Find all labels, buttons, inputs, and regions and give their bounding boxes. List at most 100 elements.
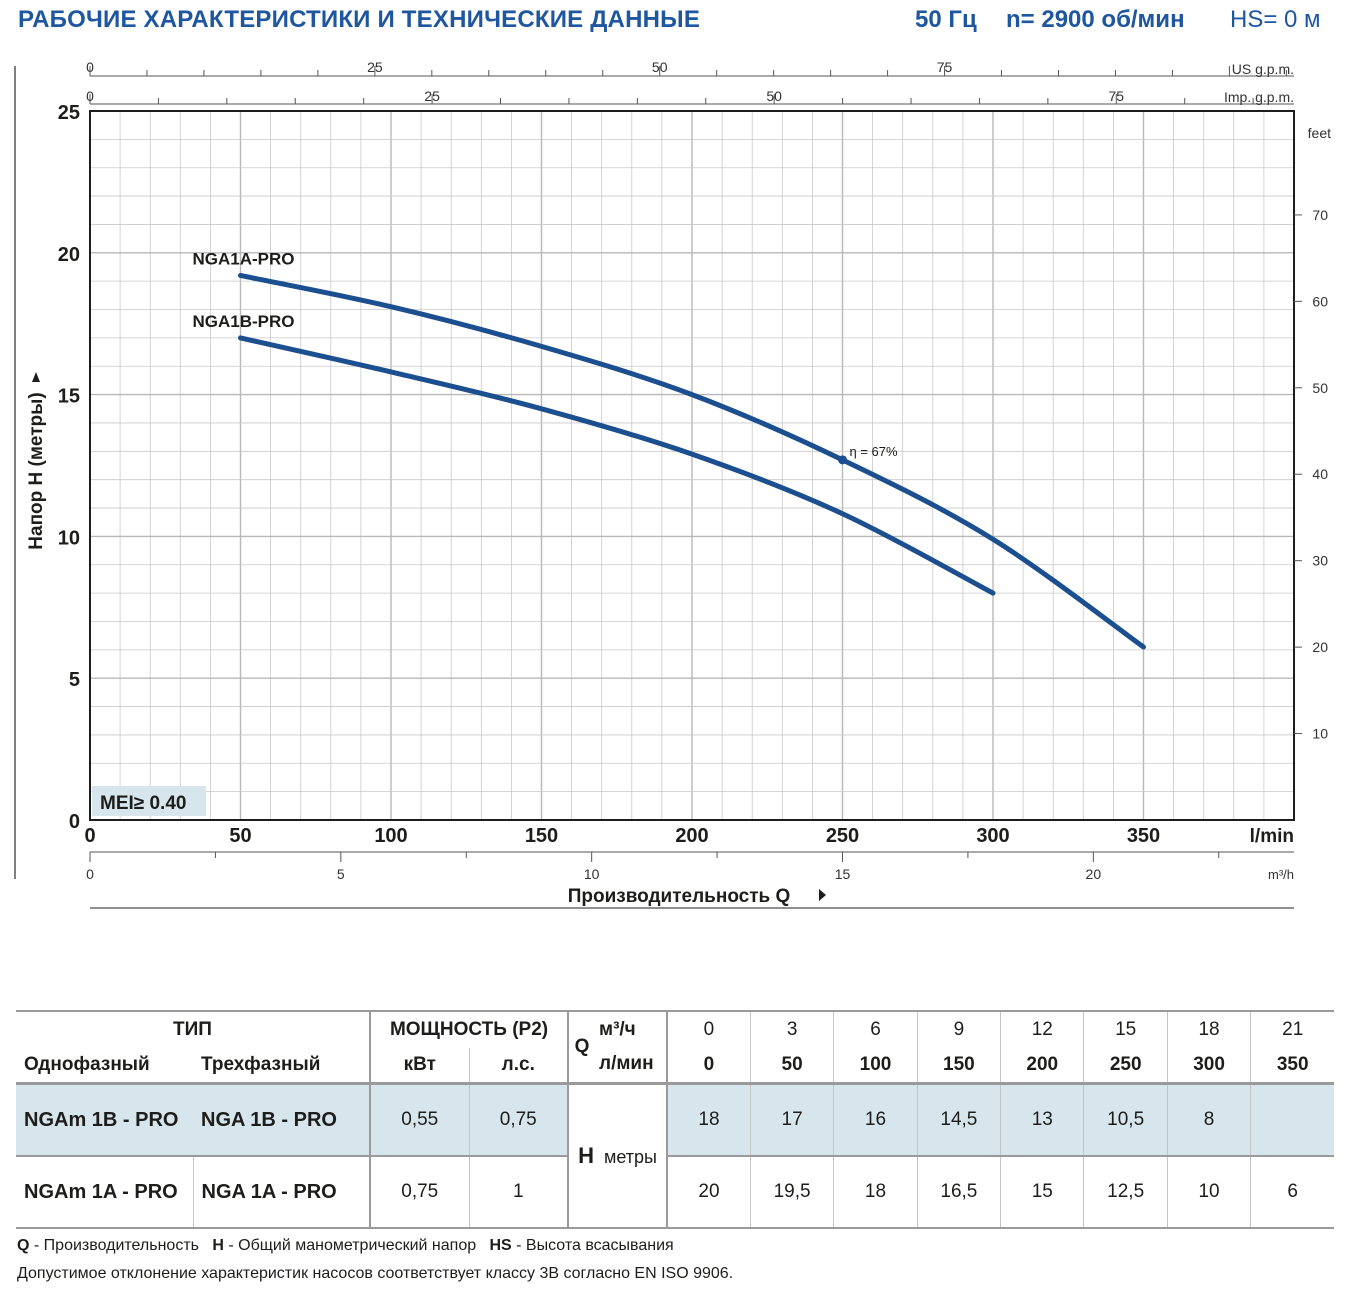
q-m3-4: 12 <box>1000 1011 1085 1048</box>
q-lmin-6: 300 <box>1167 1048 1252 1084</box>
x-tick-label: 350 <box>1127 825 1160 847</box>
row1-h-5: 10,5 <box>1083 1083 1168 1156</box>
x-unit-label: l/min <box>1250 826 1294 847</box>
legend-h-text: - Общий манометрический напор <box>228 1237 477 1254</box>
legend-q-key: Q <box>17 1237 30 1254</box>
feet-tick-label: 10 <box>1312 726 1328 742</box>
q-letter: Q <box>574 1036 590 1057</box>
imp-gpm-tick-label: 0 <box>86 88 94 104</box>
x-tick-label: 250 <box>826 825 859 847</box>
row2-h-5: 12,5 <box>1083 1156 1168 1228</box>
y-tick-label: 20 <box>58 244 80 266</box>
y-axis-arrow-icon <box>32 372 40 382</box>
x-tick-label: 0 <box>84 825 95 847</box>
row2-h-4: 15 <box>1000 1156 1085 1228</box>
row1-hp: 0,75 <box>469 1083 570 1156</box>
row1-h-6: 8 <box>1167 1083 1252 1156</box>
row2-h-3: 16,5 <box>917 1156 1002 1228</box>
row2-h-0: 20 <box>667 1156 751 1228</box>
legend-hs-text: - Высота всасывания <box>516 1237 674 1254</box>
m3h-tick-label: 5 <box>337 866 345 882</box>
x-tick-label: 200 <box>675 825 708 847</box>
efficiency-point <box>838 455 847 465</box>
row2-h-7: 6 <box>1287 1181 1298 1202</box>
kw-header: кВт <box>370 1048 470 1084</box>
series-label-nga1a-pro: NGA1A-PRO <box>193 249 295 268</box>
q-lmin-1: 50 <box>750 1048 835 1084</box>
q-lmin-0: 0 <box>667 1048 751 1084</box>
q-lmin-7: 350 <box>1276 1054 1309 1075</box>
h-unit: метры <box>603 1147 657 1167</box>
y-axis-label: Напор H (метры) <box>26 392 47 549</box>
h-letter: H <box>578 1143 594 1168</box>
plot-frame <box>89 110 1295 821</box>
row1-h-3: 14,5 <box>917 1083 1002 1156</box>
y-tick-label: 25 <box>58 102 80 124</box>
q-m3-0: 0 <box>667 1011 751 1048</box>
y-tick-label: 10 <box>58 527 80 549</box>
imp-gpm-tick-label: 50 <box>766 88 782 104</box>
q-m3-2: 6 <box>833 1011 918 1048</box>
hp-header: л.с. <box>469 1048 570 1084</box>
x-tick-label: 150 <box>525 825 558 847</box>
y-tick-label: 5 <box>69 669 80 691</box>
us-gpm-label: US g.p.m. <box>1232 61 1294 77</box>
x-tick-label: 300 <box>976 825 1009 847</box>
type-header: ТИП <box>16 1011 372 1048</box>
us-gpm-tick-label: 50 <box>652 59 668 75</box>
x-axis-arrow-icon <box>819 889 826 901</box>
q-m3-3: 9 <box>917 1011 1002 1048</box>
q-lmin-5: 250 <box>1083 1048 1168 1084</box>
m3h-tick-label: 10 <box>584 866 600 882</box>
feet-tick-label: 30 <box>1312 553 1328 569</box>
y-tick-label: 0 <box>69 811 80 833</box>
x-tick-label: 50 <box>229 825 251 847</box>
row1-three: NGA 1B - PRO <box>193 1083 372 1156</box>
q-m3-5: 15 <box>1083 1011 1168 1048</box>
legend-h-key: H <box>212 1237 224 1254</box>
m3h-tick-label: 20 <box>1086 866 1102 882</box>
row2-h-6: 10 <box>1167 1156 1252 1228</box>
q-lmin-2: 100 <box>833 1048 918 1084</box>
row1-h-1: 17 <box>750 1083 835 1156</box>
q-unit-m3: м³/ч <box>599 1019 636 1040</box>
row2-hp: 1 <box>469 1156 570 1228</box>
single-phase-header: Однофазный <box>24 1054 150 1075</box>
mei-badge-bg <box>92 786 206 816</box>
m3h-label: m³/h <box>1268 867 1294 882</box>
series-label-nga1b-pro: NGA1B-PRO <box>193 312 295 331</box>
legend-q-text: - Производительность <box>33 1237 199 1254</box>
feet-label: feet <box>1308 125 1331 141</box>
row1-single: NGAm 1B - PRO <box>16 1083 193 1156</box>
row1-h-7 <box>1250 1083 1335 1156</box>
feet-tick-label: 20 <box>1312 639 1328 655</box>
row1-h-0: 18 <box>667 1083 751 1156</box>
suction-label: HS= 0 м <box>1230 6 1321 33</box>
q-m3-6: 18 <box>1167 1011 1252 1048</box>
speed-label: n= 2900 об/мин <box>1006 6 1185 33</box>
row1-kw: 0,55 <box>370 1083 470 1156</box>
three-phase-header: Трехфазный <box>193 1048 372 1084</box>
tolerance-note: Допустимое отклонение характеристик насо… <box>17 1265 734 1282</box>
page-title: РАБОЧИЕ ХАРАКТЕРИСТИКИ И ТЕХНИЧЕСКИЕ ДАН… <box>18 6 701 33</box>
data-table: ТИП МОЩНОСТЬ (P2) Q м³/ч л/мин 0 3 6 9 1… <box>16 1010 1335 1229</box>
row2-three: NGA 1A - PRO <box>193 1156 372 1228</box>
m3h-tick-label: 15 <box>835 866 851 882</box>
row2-kw: 0,75 <box>370 1156 470 1228</box>
legend-hs-key: HS <box>489 1237 512 1254</box>
feet-tick-label: 60 <box>1312 293 1328 309</box>
q-unit-lmin: л/мин <box>599 1053 654 1074</box>
series-curve-nga1a-pro <box>238 272 1146 650</box>
frequency-label: 50 Гц <box>915 6 977 33</box>
imp-gpm-tick-label: 75 <box>1108 88 1124 104</box>
us-gpm-tick-label: 0 <box>86 59 94 75</box>
efficiency-label: η = 67% <box>850 444 899 459</box>
row1-h-2: 16 <box>833 1083 918 1156</box>
x-tick-label: 100 <box>374 825 407 847</box>
q-header: Q м³/ч л/мин <box>568 1011 669 1084</box>
series-curve-nga1b-pro <box>238 335 996 596</box>
q-m3-1: 3 <box>750 1011 835 1048</box>
q-m3-7: 21 <box>1282 1019 1304 1040</box>
